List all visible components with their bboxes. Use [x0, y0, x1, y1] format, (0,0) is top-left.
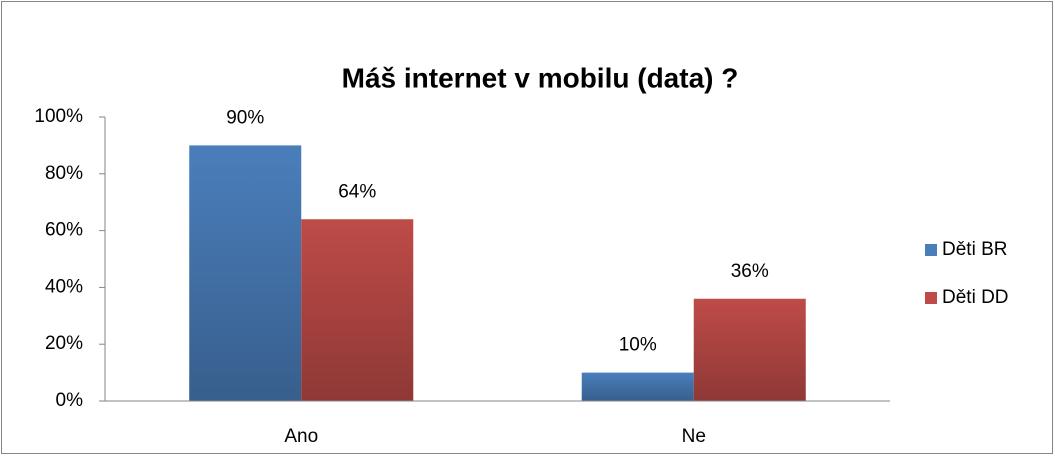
- value-label: 90%: [226, 107, 264, 128]
- chart-title: Máš internet v mobilu (data) ?: [342, 62, 739, 93]
- value-label: 36%: [731, 261, 769, 282]
- value-label: 64%: [338, 181, 376, 202]
- legend-swatch: [925, 292, 937, 304]
- bar-shade: [581, 372, 694, 401]
- bar-shade: [189, 145, 302, 401]
- y-tick-label: 20%: [45, 333, 83, 354]
- y-tick-label: 0%: [56, 390, 84, 411]
- y-tick-label: 80%: [45, 163, 83, 184]
- legend-label: Děti BR: [942, 239, 1007, 260]
- x-tick-label: Ano: [284, 426, 318, 447]
- y-tick-label: 100%: [34, 106, 83, 127]
- y-tick-label: 40%: [45, 276, 83, 297]
- y-tick-label: 60%: [45, 220, 83, 241]
- bar-shade: [693, 298, 806, 401]
- legend-label: Děti DD: [942, 287, 1009, 308]
- x-tick-label: Ne: [682, 426, 706, 447]
- legend-swatch: [925, 244, 937, 256]
- value-label: 10%: [619, 335, 657, 356]
- bar-shade: [301, 219, 414, 401]
